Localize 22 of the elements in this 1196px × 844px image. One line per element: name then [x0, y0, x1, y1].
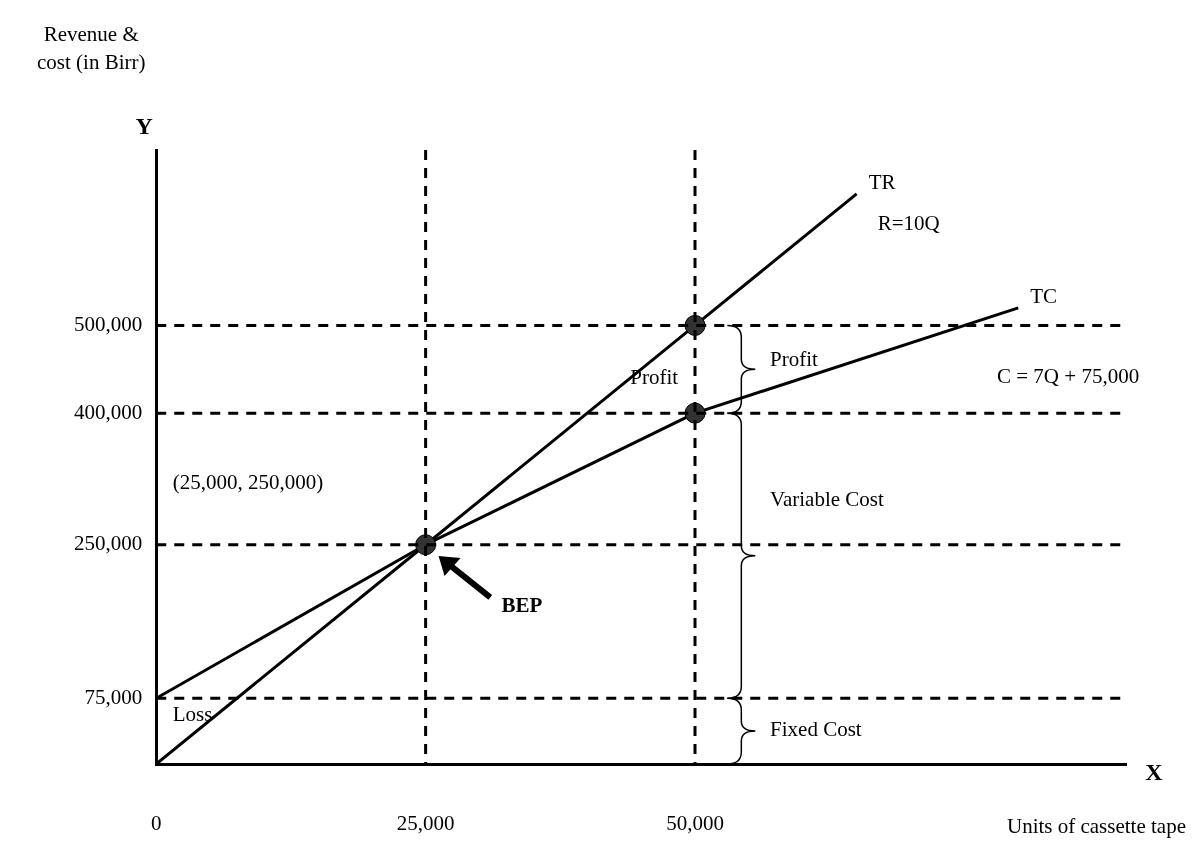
x-tick-label: 0 — [151, 811, 162, 836]
y-tick-label: 500,000 — [74, 311, 143, 336]
series-label: TR — [868, 170, 896, 195]
annotation: Profit — [770, 347, 819, 372]
y-axis-title: Revenue & cost (in Birr) — [36, 21, 147, 76]
text: Y — [135, 113, 153, 140]
x-tick-label: 50,000 — [666, 811, 724, 836]
annotation: Variable Cost — [770, 487, 884, 512]
y-tick-label: 75,000 — [84, 684, 143, 709]
annotation: R=10Q — [877, 210, 940, 235]
y-tick-label: 400,000 — [74, 399, 143, 424]
x-axis-title: Units of cassette tape — [1006, 814, 1186, 839]
annotation: BEP — [501, 592, 543, 617]
text: X — [1145, 759, 1164, 786]
annotation: (25,000, 250,000) — [172, 469, 324, 494]
annotation: Loss — [172, 702, 213, 727]
x-tick-label: 25,000 — [396, 811, 455, 836]
annotation: Profit — [630, 364, 679, 389]
y-tick-label: 250,000 — [74, 531, 143, 556]
annotation: Fixed Cost — [770, 717, 862, 742]
annotation: C = 7Q + 75,000 — [997, 364, 1140, 389]
series-label: TC — [1030, 284, 1058, 309]
